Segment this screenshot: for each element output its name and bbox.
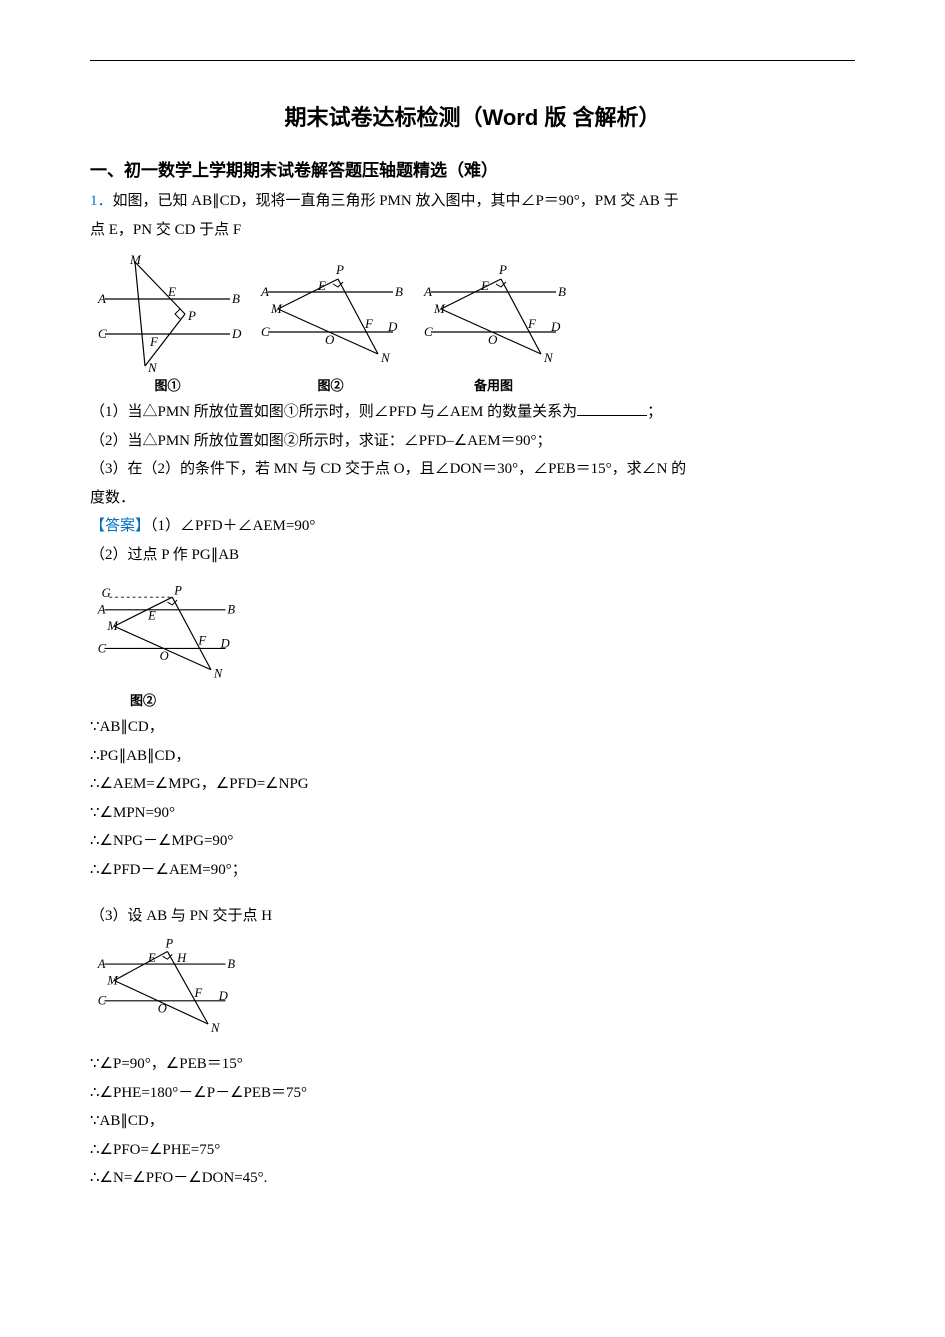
svg-text:F: F: [527, 316, 537, 331]
svg-text:N: N: [380, 350, 391, 365]
svg-text:B: B: [227, 603, 235, 617]
q1-stem-line2: 点 E，PN 交 CD 于点 F: [90, 216, 855, 245]
section-heading: 一、初一数学上学期期末试卷解答题压轴题精选（难）: [90, 156, 855, 181]
svg-text:A: A: [260, 284, 269, 299]
svg-text:A: A: [97, 957, 106, 971]
svg-text:O: O: [488, 332, 498, 347]
svg-text:H: H: [176, 951, 187, 965]
figure-2-svg: A B C D M P E F O N: [253, 254, 408, 374]
figure-row-1: M A B C D E P F N 图①: [90, 254, 855, 394]
svg-text:O: O: [325, 332, 335, 347]
proof2-line-0: ∵AB∥CD，: [90, 713, 855, 742]
svg-text:B: B: [558, 284, 566, 299]
svg-text:F: F: [194, 986, 203, 1000]
answer-2-figure: G A B C D M P E F O N 图②: [90, 573, 855, 709]
answer-2-head: （2）过点 P 作 PG∥AB: [90, 541, 855, 570]
svg-text:M: M: [270, 301, 283, 316]
svg-text:A: A: [97, 291, 106, 306]
proof2-line-4: ∴∠NPG－∠MPG=90°: [90, 827, 855, 856]
svg-text:O: O: [158, 1001, 167, 1015]
proof2-line-2: ∴∠AEM=∠MPG，∠PFD=∠NPG: [90, 770, 855, 799]
svg-text:G: G: [102, 586, 111, 600]
svg-text:D: D: [231, 326, 242, 341]
figure-2: A B C D M P E F O N 图②: [253, 254, 408, 394]
figure-1-label: 图①: [90, 375, 245, 394]
figure-3-label: 备用图: [416, 375, 571, 394]
q1-number: 1．: [90, 193, 113, 209]
svg-text:C: C: [261, 324, 270, 339]
svg-text:B: B: [232, 291, 240, 306]
q1-part1: （1）当△PMN 所放位置如图①所示时，则∠PFD 与∠AEM 的数量关系为 ；: [90, 398, 855, 427]
svg-text:D: D: [218, 988, 228, 1002]
answer-3-svg: A B C D M P E H F O N: [90, 935, 240, 1041]
answer-2-svg: G A B C D M P E F O N: [90, 573, 240, 689]
proof2-line-3: ∵∠MPN=90°: [90, 799, 855, 828]
q1-part1-tail: ；: [647, 404, 662, 420]
page: 期末试卷达标检测（Word 版 含解析） 一、初一数学上学期期末试卷解答题压轴题…: [0, 0, 945, 1337]
svg-text:F: F: [197, 634, 206, 648]
answer-3-figure: A B C D M P E H F O N: [90, 935, 855, 1046]
svg-text:P: P: [164, 936, 173, 950]
q1-part3-line1: （3）在（2）的条件下，若 MN 与 CD 交于点 O，且∠DON＝30°，∠P…: [90, 455, 855, 484]
svg-text:M: M: [433, 301, 446, 316]
figure-3: A B C D M P E F O N 备用图: [416, 254, 571, 394]
q1-stem: 1．如图，已知 AB∥CD，现将一直角三角形 PMN 放入图中，其中∠P＝90°…: [90, 187, 855, 216]
svg-text:O: O: [160, 649, 169, 663]
svg-text:D: D: [220, 637, 230, 651]
answer-label: 【答案】: [90, 518, 150, 534]
svg-text:C: C: [98, 326, 107, 341]
proof2-line-1: ∴PG∥AB∥CD，: [90, 742, 855, 771]
figure-1: M A B C D E P F N 图①: [90, 254, 245, 394]
svg-text:N: N: [147, 360, 158, 374]
svg-text:A: A: [97, 603, 106, 617]
answer-3-head: （3）设 AB 与 PN 交于点 H: [90, 902, 855, 931]
svg-text:E: E: [480, 278, 489, 293]
proof3-line-0: ∵∠P=90°，∠PEB＝15°: [90, 1050, 855, 1079]
q1-part1-text: （1）当△PMN 所放位置如图①所示时，则∠PFD 与∠AEM 的数量关系为: [90, 404, 577, 420]
svg-text:M: M: [106, 973, 119, 987]
proof3-line-2: ∵AB∥CD，: [90, 1107, 855, 1136]
svg-text:E: E: [317, 278, 326, 293]
svg-text:E: E: [147, 951, 156, 965]
answer-1: （1）∠PFD＋∠AEM=90°: [150, 518, 315, 534]
svg-text:P: P: [173, 583, 182, 597]
svg-text:C: C: [98, 993, 107, 1007]
answer-line-1: 【答案】（1）∠PFD＋∠AEM=90°: [90, 512, 855, 541]
svg-text:D: D: [550, 319, 561, 334]
proof3-line-4: ∴∠N=∠PFO－∠DON=45°.: [90, 1164, 855, 1193]
svg-text:P: P: [335, 262, 344, 277]
svg-text:B: B: [395, 284, 403, 299]
svg-text:E: E: [167, 284, 176, 299]
proof3-line-1: ∴∠PHE=180°－∠P－∠PEB＝75°: [90, 1079, 855, 1108]
figure-1-svg: M A B C D E P F N: [90, 254, 245, 374]
top-rule: [90, 60, 855, 61]
svg-text:B: B: [227, 957, 235, 971]
svg-text:N: N: [213, 667, 223, 681]
svg-text:M: M: [129, 254, 142, 267]
svg-text:M: M: [106, 619, 119, 633]
figure-3-svg: A B C D M P E F O N: [416, 254, 571, 374]
doc-title: 期末试卷达标检测（Word 版 含解析）: [90, 100, 855, 132]
proof2-line-5: ∴∠PFD－∠AEM=90°；: [90, 856, 855, 885]
svg-text:A: A: [423, 284, 432, 299]
svg-text:F: F: [149, 334, 159, 349]
answer-2-figlabel: 图②: [90, 690, 855, 709]
svg-text:N: N: [210, 1020, 220, 1034]
figure-2-label: 图②: [253, 375, 408, 394]
svg-text:C: C: [98, 641, 107, 655]
svg-text:D: D: [387, 319, 398, 334]
q1-part3-line2: 度数．: [90, 484, 855, 513]
svg-text:F: F: [364, 316, 374, 331]
q1-stem-line1: 如图，已知 AB∥CD，现将一直角三角形 PMN 放入图中，其中∠P＝90°，P…: [113, 193, 679, 209]
blank-line: [577, 415, 647, 416]
svg-text:P: P: [498, 262, 507, 277]
proof3-line-3: ∴∠PFO=∠PHE=75°: [90, 1136, 855, 1165]
svg-text:P: P: [187, 308, 196, 323]
svg-text:N: N: [543, 350, 554, 365]
svg-text:C: C: [424, 324, 433, 339]
q1-part2: （2）当△PMN 所放位置如图②所示时，求证：∠PFD–∠AEM＝90°；: [90, 427, 855, 456]
svg-text:E: E: [147, 608, 156, 622]
